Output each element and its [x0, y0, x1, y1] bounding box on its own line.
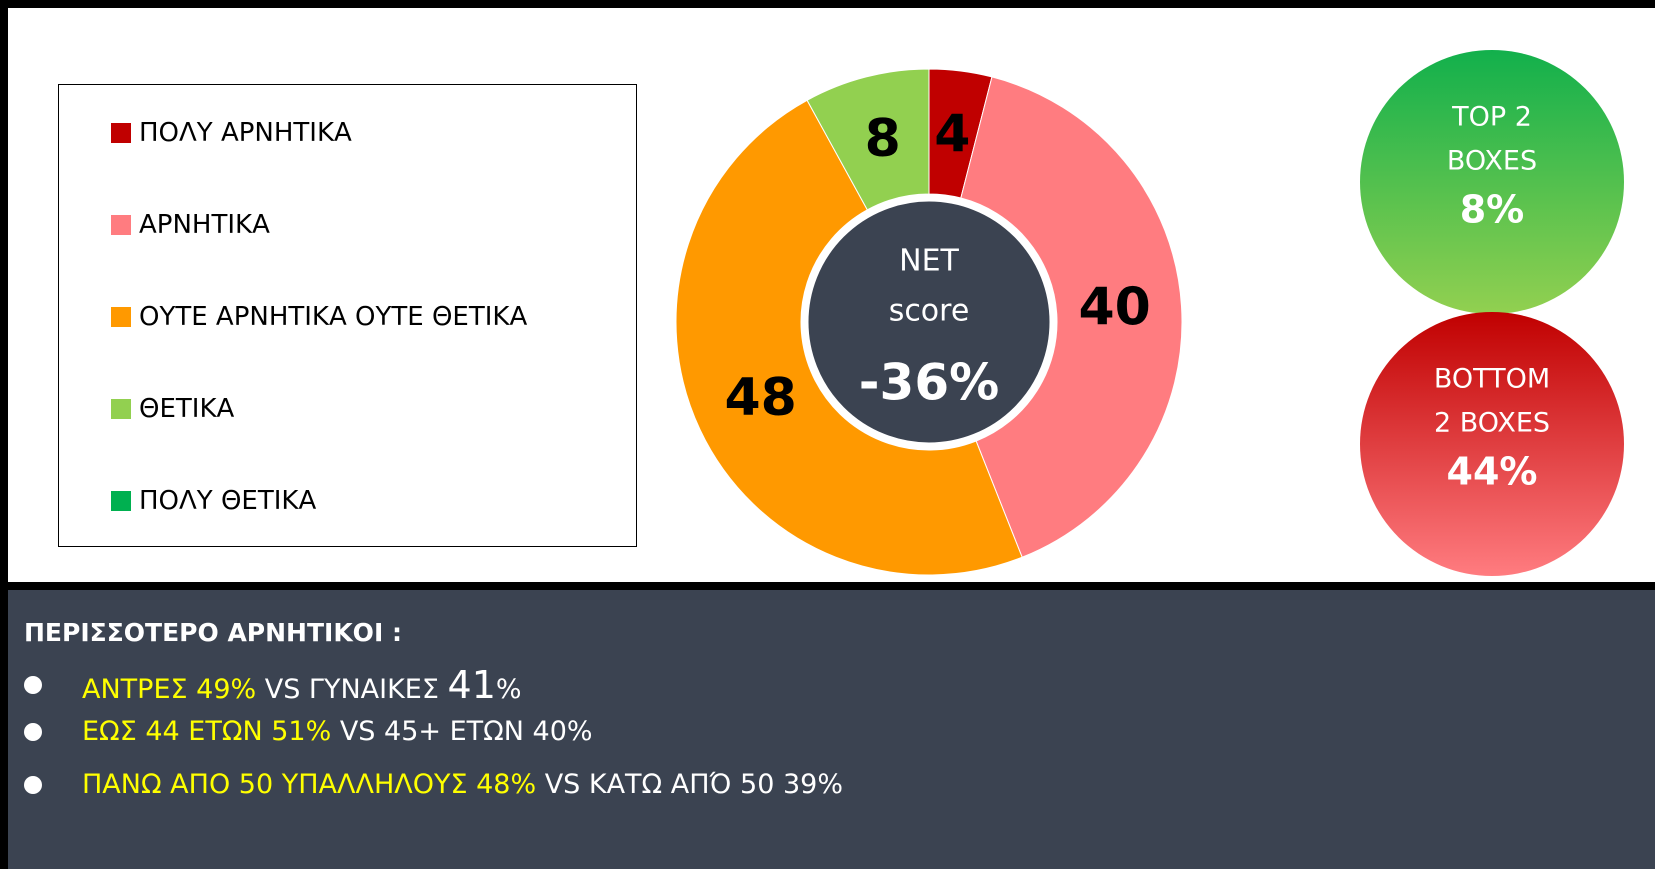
bullet-text: %: [495, 674, 522, 705]
donut-slice: [960, 76, 1183, 558]
legend-label: ΟΥΤΕ ΑΡΝΗΤΙΚΑ ΟΥΤΕ ΘΕΤΙΚΑ: [139, 302, 528, 332]
legend-swatch: [111, 215, 131, 235]
bullet: ΑΝΤΡΕΣ 49% VS ΓΥΝΑΙΚΕΣ 41%: [24, 663, 522, 707]
kpi-circle: [1360, 50, 1624, 314]
legend-swatch: [111, 123, 131, 143]
bullet-text: ΕΩΣ 44 ΕΤΩΝ 51%: [82, 716, 332, 747]
bullet: ΠΑΝΩ ΑΠΟ 50 ΥΠΑΛΛΗΛΟΥΣ 48% VS ΚΑΤΩ ΑΠΌ 5…: [24, 769, 843, 800]
legend-item: ΟΥΤΕ ΑΡΝΗΤΙΚΑ ΟΥΤΕ ΘΕΤΙΚΑ: [111, 302, 527, 332]
kpi-circle: [1360, 312, 1624, 576]
bullet-text: ΑΝΤΡΕΣ 49%: [82, 674, 257, 705]
center-circle: [801, 194, 1057, 450]
kpi-label: BOTTOM: [1434, 364, 1550, 395]
legend: ΠΟΛΥ ΑΡΝΗΤΙΚΑ ΑΡΝΗΤΙΚΑ ΟΥΤΕ ΑΡΝΗΤΙΚΑ ΟΥΤΕ …: [58, 84, 637, 547]
bullet-dot: [24, 775, 42, 794]
kpi-label: BOXES: [1447, 146, 1537, 177]
center-label: NET: [899, 244, 959, 279]
data-label: 40: [1078, 277, 1150, 337]
legend-item: ΑΡΝΗΤΙΚΑ: [111, 210, 270, 240]
bullet: ΕΩΣ 44 ΕΤΩΝ 51% VS 45+ ΕΤΩΝ 40%: [24, 716, 593, 747]
bullet-text: VS ΚΑΤΩ ΑΠΌ 50 39%: [536, 769, 844, 800]
bullet-text: ΠΑΝΩ ΑΠΟ 50 ΥΠΑΛΛΗΛΟΥΣ 48%: [82, 769, 537, 800]
kpi-value: 44%: [1447, 450, 1538, 494]
legend-label: ΘΕΤΙΚΑ: [139, 394, 235, 424]
center-label: score: [889, 294, 970, 329]
center-value: -36%: [859, 354, 999, 412]
kpi-value: 8%: [1460, 188, 1525, 232]
legend-swatch: [111, 399, 131, 419]
chart: 4 40 48 8 NET score -36% TOP 2 BOXES 8% BOTTOM 2 BO…: [675, 50, 1624, 576]
legend-item: ΠΟΛΥ ΘΕΤΙΚΑ: [111, 486, 316, 516]
data-label: 48: [725, 368, 797, 428]
legend-item: ΘΕΤΙΚΑ: [111, 394, 234, 424]
bullet-dot: [24, 676, 42, 694]
data-label: 8: [865, 109, 901, 169]
notes-panel: ΠΕΡΙΣΣΟΤΕΡΟ ΑΡΝΗΤΙΚΟΙ : ΑΝΤΡΕΣ 49% VS ΓΥ…: [8, 590, 1655, 869]
chart-panel: ΠΟΛΥ ΑΡΝΗΤΙΚΑ ΑΡΝΗΤΙΚΑ ΟΥΤΕ ΑΡΝΗΤΙΚΑ ΟΥΤΕ …: [8, 8, 1655, 582]
legend-label: ΠΟΛΥ ΘΕΤΙΚΑ: [139, 486, 317, 516]
kpi-label: 2 BOXES: [1434, 408, 1550, 439]
donut-slice: [675, 99, 1023, 576]
notes-heading: ΠΕΡΙΣΣΟΤΕΡΟ ΑΡΝΗΤΙΚΟΙ :: [24, 618, 402, 647]
legend-label: ΠΟΛΥ ΑΡΝΗΤΙΚΑ: [139, 118, 352, 148]
bullet-text: VS ΓΥΝΑΙΚΕΣ: [256, 674, 448, 705]
kpi-label: TOP 2: [1451, 102, 1532, 133]
legend-swatch: [111, 307, 131, 327]
legend-item: ΠΟΛΥ ΑΡΝΗΤΙΚΑ: [111, 118, 352, 148]
legend-label: ΑΡΝΗΤΙΚΑ: [139, 210, 270, 240]
bullet-text: VS 45+ ΕΤΩΝ 40%: [331, 716, 593, 747]
bullet-dot: [24, 722, 42, 741]
data-label: 4: [934, 104, 970, 164]
legend-swatch: [111, 491, 131, 511]
bullet-text: 41: [447, 663, 496, 707]
donut-slice: [806, 68, 930, 211]
